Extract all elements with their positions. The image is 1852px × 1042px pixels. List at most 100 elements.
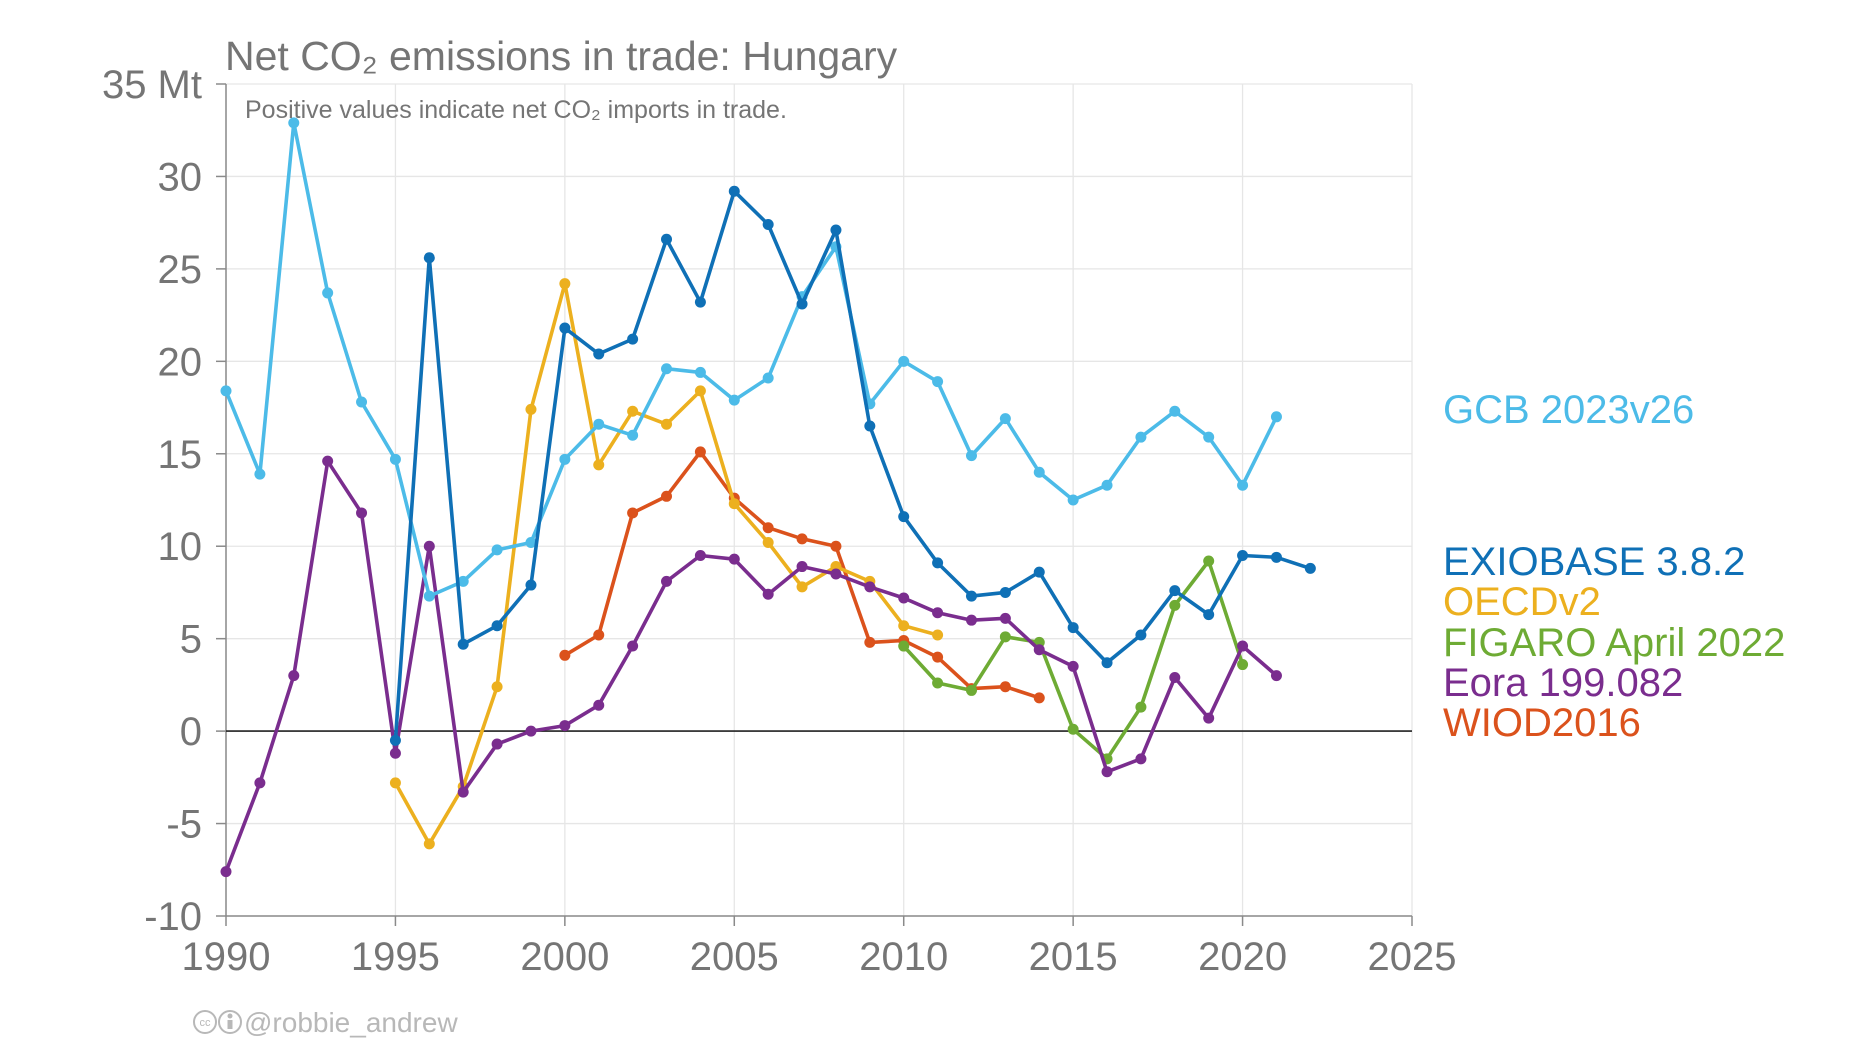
data-point xyxy=(694,549,706,561)
y-tick-label: -5 xyxy=(166,803,202,847)
data-point xyxy=(1067,622,1079,634)
data-point xyxy=(389,734,401,746)
data-point xyxy=(1169,599,1181,611)
series-line xyxy=(224,121,1279,598)
data-point xyxy=(1101,657,1113,669)
data-point xyxy=(423,540,435,552)
data-point xyxy=(965,614,977,626)
x-tick-label: 2010 xyxy=(859,935,948,979)
data-point xyxy=(1237,659,1249,671)
data-point xyxy=(898,355,910,367)
data-point xyxy=(864,420,876,432)
y-tick-label: 0 xyxy=(180,710,202,754)
credit-text: @robbie_andrew xyxy=(244,1007,458,1038)
data-point xyxy=(1304,562,1316,574)
data-point xyxy=(1135,753,1147,765)
y-tick-label: -10 xyxy=(144,895,202,939)
data-point xyxy=(1237,479,1249,491)
data-point xyxy=(559,278,571,290)
data-point xyxy=(999,413,1011,425)
data-point xyxy=(762,219,774,231)
data-point xyxy=(1203,712,1215,724)
data-point xyxy=(457,638,469,650)
data-point xyxy=(830,568,842,580)
data-point xyxy=(491,681,503,693)
y-tick-label: 30 xyxy=(158,155,203,199)
data-point xyxy=(898,511,910,523)
data-point xyxy=(932,677,944,689)
data-point xyxy=(593,459,605,471)
data-point xyxy=(999,631,1011,643)
legend-label: OECDv2 xyxy=(1443,580,1601,624)
series-figaro-april-2022 xyxy=(898,555,1249,765)
data-point xyxy=(796,298,808,310)
data-point xyxy=(1270,670,1282,682)
data-point xyxy=(864,581,876,593)
x-tick-label: 1990 xyxy=(182,935,271,979)
data-point xyxy=(525,537,537,549)
data-point xyxy=(661,233,673,245)
data-point xyxy=(356,507,368,519)
data-point xyxy=(1101,479,1113,491)
data-point xyxy=(491,738,503,750)
x-tick-label: 2020 xyxy=(1198,935,1287,979)
data-point xyxy=(728,553,740,565)
data-point xyxy=(830,224,842,236)
data-point xyxy=(999,681,1011,693)
legend-label: FIGARO April 2022 xyxy=(1443,621,1785,665)
data-point xyxy=(423,252,435,264)
legend-label: GCB 2023v26 xyxy=(1443,388,1694,432)
data-point xyxy=(762,588,774,600)
data-point xyxy=(1033,692,1045,704)
data-point xyxy=(322,455,334,467)
data-point xyxy=(593,348,605,360)
data-point xyxy=(593,699,605,711)
data-point xyxy=(932,607,944,619)
axes xyxy=(216,83,1413,926)
data-point xyxy=(965,450,977,462)
data-point xyxy=(661,575,673,587)
data-point xyxy=(1169,405,1181,417)
x-tick-label: 2015 xyxy=(1029,935,1118,979)
data-point xyxy=(220,866,232,878)
data-point xyxy=(1033,644,1045,656)
data-point xyxy=(254,777,266,789)
data-point xyxy=(1237,640,1249,652)
data-point xyxy=(965,684,977,696)
data-point xyxy=(762,522,774,534)
data-point xyxy=(491,620,503,632)
series-wiod2016 xyxy=(559,446,1045,704)
data-point xyxy=(627,405,639,417)
data-point xyxy=(1135,701,1147,713)
data-point xyxy=(627,333,639,345)
data-point xyxy=(728,185,740,197)
data-point xyxy=(457,575,469,587)
data-point xyxy=(559,720,571,732)
data-point xyxy=(627,640,639,652)
data-point xyxy=(627,429,639,441)
data-point xyxy=(932,557,944,569)
data-point xyxy=(491,544,503,556)
data-point xyxy=(1203,431,1215,443)
legend-label: WIOD2016 xyxy=(1443,701,1641,745)
data-point xyxy=(423,838,435,850)
y-tick-label: 10 xyxy=(158,525,203,569)
data-point xyxy=(559,649,571,661)
data-point xyxy=(1033,566,1045,578)
data-point xyxy=(728,394,740,406)
data-point xyxy=(1135,431,1147,443)
tick-labels: 1990 1995 2000 2005 2010 2015 2020 2025-10-5051… xyxy=(102,63,1457,979)
x-tick-label: 2005 xyxy=(690,935,779,979)
series-line xyxy=(393,189,1313,743)
data-point xyxy=(999,586,1011,598)
data-point xyxy=(864,636,876,648)
data-point xyxy=(389,747,401,759)
y-tick-label: 25 xyxy=(158,248,203,292)
data-point xyxy=(1270,551,1282,563)
data-point xyxy=(1067,494,1079,506)
data-point xyxy=(1237,549,1249,561)
data-point xyxy=(559,453,571,465)
data-point xyxy=(220,385,232,397)
data-point xyxy=(796,533,808,545)
